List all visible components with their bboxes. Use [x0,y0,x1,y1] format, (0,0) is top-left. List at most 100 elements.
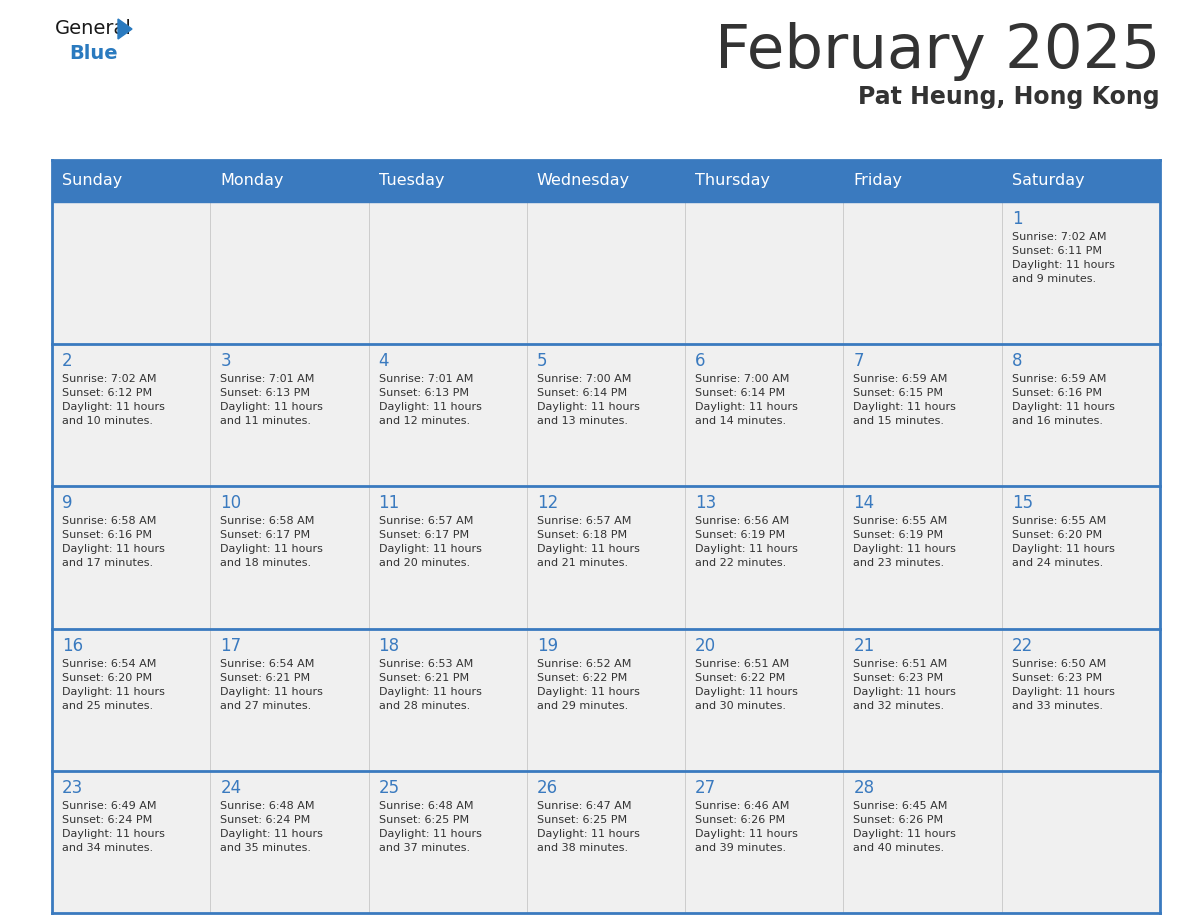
Text: Sunday: Sunday [62,174,122,188]
Bar [526,344,685,487]
Bar [368,344,526,487]
Text: Friday: Friday [853,174,903,188]
Bar [526,160,685,202]
Bar [526,487,685,629]
Text: Sunrise: 6:51 AM
Sunset: 6:23 PM
Daylight: 11 hours
and 32 minutes.: Sunrise: 6:51 AM Sunset: 6:23 PM Dayligh… [853,658,956,711]
Bar [685,160,843,202]
Bar [685,771,843,913]
Text: 10: 10 [220,495,241,512]
Bar [843,629,1001,771]
Text: 22: 22 [1012,636,1032,655]
Text: 1: 1 [1012,210,1023,228]
Text: 20: 20 [695,636,716,655]
Bar [368,771,526,913]
Text: Sunrise: 6:59 AM
Sunset: 6:15 PM
Daylight: 11 hours
and 15 minutes.: Sunrise: 6:59 AM Sunset: 6:15 PM Dayligh… [853,375,956,426]
Text: 24: 24 [220,778,241,797]
Text: Sunrise: 6:58 AM
Sunset: 6:16 PM
Daylight: 11 hours
and 17 minutes.: Sunrise: 6:58 AM Sunset: 6:16 PM Dayligh… [62,517,165,568]
Text: 2: 2 [62,353,72,370]
Text: 7: 7 [853,353,864,370]
Text: Saturday: Saturday [1012,174,1085,188]
Text: 15: 15 [1012,495,1032,512]
Bar [210,629,368,771]
Text: Sunrise: 6:52 AM
Sunset: 6:22 PM
Daylight: 11 hours
and 29 minutes.: Sunrise: 6:52 AM Sunset: 6:22 PM Dayligh… [537,658,639,711]
Bar [685,202,843,344]
Text: Sunrise: 6:56 AM
Sunset: 6:19 PM
Daylight: 11 hours
and 22 minutes.: Sunrise: 6:56 AM Sunset: 6:19 PM Dayligh… [695,517,798,568]
Bar [526,629,685,771]
Bar [843,487,1001,629]
Text: Sunrise: 6:54 AM
Sunset: 6:20 PM
Daylight: 11 hours
and 25 minutes.: Sunrise: 6:54 AM Sunset: 6:20 PM Dayligh… [62,658,165,711]
Text: Sunrise: 7:00 AM
Sunset: 6:14 PM
Daylight: 11 hours
and 14 minutes.: Sunrise: 7:00 AM Sunset: 6:14 PM Dayligh… [695,375,798,426]
Bar [210,202,368,344]
Text: Sunrise: 6:57 AM
Sunset: 6:18 PM
Daylight: 11 hours
and 21 minutes.: Sunrise: 6:57 AM Sunset: 6:18 PM Dayligh… [537,517,639,568]
Text: 13: 13 [695,495,716,512]
Bar [843,771,1001,913]
Text: Sunrise: 6:55 AM
Sunset: 6:20 PM
Daylight: 11 hours
and 24 minutes.: Sunrise: 6:55 AM Sunset: 6:20 PM Dayligh… [1012,517,1114,568]
Text: 28: 28 [853,778,874,797]
Text: Wednesday: Wednesday [537,174,630,188]
Text: 18: 18 [379,636,399,655]
Text: 8: 8 [1012,353,1022,370]
Bar [368,160,526,202]
Text: 3: 3 [220,353,230,370]
Text: Sunrise: 6:47 AM
Sunset: 6:25 PM
Daylight: 11 hours
and 38 minutes.: Sunrise: 6:47 AM Sunset: 6:25 PM Dayligh… [537,800,639,853]
Bar [52,487,210,629]
Text: Sunrise: 7:02 AM
Sunset: 6:11 PM
Daylight: 11 hours
and 9 minutes.: Sunrise: 7:02 AM Sunset: 6:11 PM Dayligh… [1012,232,1114,284]
Bar [52,160,210,202]
Bar [685,487,843,629]
Bar [843,344,1001,487]
Text: 16: 16 [62,636,83,655]
Polygon shape [118,19,132,39]
Text: Sunrise: 7:01 AM
Sunset: 6:13 PM
Daylight: 11 hours
and 12 minutes.: Sunrise: 7:01 AM Sunset: 6:13 PM Dayligh… [379,375,481,426]
Bar [526,202,685,344]
Bar [1001,344,1159,487]
Text: 17: 17 [220,636,241,655]
Bar [843,160,1001,202]
Bar [52,771,210,913]
Bar [368,487,526,629]
Text: Sunrise: 6:48 AM
Sunset: 6:24 PM
Daylight: 11 hours
and 35 minutes.: Sunrise: 6:48 AM Sunset: 6:24 PM Dayligh… [220,800,323,853]
Text: 5: 5 [537,353,548,370]
Bar [210,487,368,629]
Bar [1001,202,1159,344]
Bar [526,771,685,913]
Bar [1001,771,1159,913]
Text: 12: 12 [537,495,558,512]
Text: Sunrise: 6:59 AM
Sunset: 6:16 PM
Daylight: 11 hours
and 16 minutes.: Sunrise: 6:59 AM Sunset: 6:16 PM Dayligh… [1012,375,1114,426]
Text: 23: 23 [62,778,83,797]
Bar [685,344,843,487]
Text: Sunrise: 6:49 AM
Sunset: 6:24 PM
Daylight: 11 hours
and 34 minutes.: Sunrise: 6:49 AM Sunset: 6:24 PM Dayligh… [62,800,165,853]
Text: 26: 26 [537,778,558,797]
Bar [1001,160,1159,202]
Text: February 2025: February 2025 [715,22,1159,81]
Text: Monday: Monday [220,174,284,188]
Text: Sunrise: 6:55 AM
Sunset: 6:19 PM
Daylight: 11 hours
and 23 minutes.: Sunrise: 6:55 AM Sunset: 6:19 PM Dayligh… [853,517,956,568]
Text: Sunrise: 6:48 AM
Sunset: 6:25 PM
Daylight: 11 hours
and 37 minutes.: Sunrise: 6:48 AM Sunset: 6:25 PM Dayligh… [379,800,481,853]
Text: General: General [55,19,132,38]
Text: Sunrise: 6:50 AM
Sunset: 6:23 PM
Daylight: 11 hours
and 33 minutes.: Sunrise: 6:50 AM Sunset: 6:23 PM Dayligh… [1012,658,1114,711]
Text: Sunrise: 7:02 AM
Sunset: 6:12 PM
Daylight: 11 hours
and 10 minutes.: Sunrise: 7:02 AM Sunset: 6:12 PM Dayligh… [62,375,165,426]
Bar [210,771,368,913]
Text: Sunrise: 7:01 AM
Sunset: 6:13 PM
Daylight: 11 hours
and 11 minutes.: Sunrise: 7:01 AM Sunset: 6:13 PM Dayligh… [220,375,323,426]
Bar [843,202,1001,344]
Text: 14: 14 [853,495,874,512]
Text: Sunrise: 6:53 AM
Sunset: 6:21 PM
Daylight: 11 hours
and 28 minutes.: Sunrise: 6:53 AM Sunset: 6:21 PM Dayligh… [379,658,481,711]
Text: 6: 6 [695,353,706,370]
Text: Sunrise: 6:58 AM
Sunset: 6:17 PM
Daylight: 11 hours
and 18 minutes.: Sunrise: 6:58 AM Sunset: 6:17 PM Dayligh… [220,517,323,568]
Text: Sunrise: 6:45 AM
Sunset: 6:26 PM
Daylight: 11 hours
and 40 minutes.: Sunrise: 6:45 AM Sunset: 6:26 PM Dayligh… [853,800,956,853]
Bar [52,202,210,344]
Text: 4: 4 [379,353,390,370]
Bar [52,344,210,487]
Bar [210,160,368,202]
Text: 25: 25 [379,778,399,797]
Bar [368,202,526,344]
Bar [368,629,526,771]
Text: Sunrise: 6:51 AM
Sunset: 6:22 PM
Daylight: 11 hours
and 30 minutes.: Sunrise: 6:51 AM Sunset: 6:22 PM Dayligh… [695,658,798,711]
Text: 27: 27 [695,778,716,797]
Text: 19: 19 [537,636,558,655]
Text: Pat Heung, Hong Kong: Pat Heung, Hong Kong [859,85,1159,109]
Bar [685,629,843,771]
Bar [52,629,210,771]
Text: Sunrise: 6:57 AM
Sunset: 6:17 PM
Daylight: 11 hours
and 20 minutes.: Sunrise: 6:57 AM Sunset: 6:17 PM Dayligh… [379,517,481,568]
Text: Tuesday: Tuesday [379,174,444,188]
Text: Sunrise: 6:54 AM
Sunset: 6:21 PM
Daylight: 11 hours
and 27 minutes.: Sunrise: 6:54 AM Sunset: 6:21 PM Dayligh… [220,658,323,711]
